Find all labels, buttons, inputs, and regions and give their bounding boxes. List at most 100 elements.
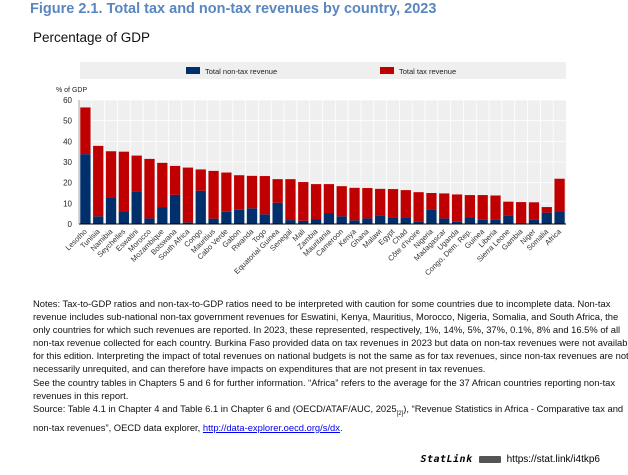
bar-tax bbox=[451, 194, 463, 222]
y-tick-label: 10 bbox=[63, 199, 72, 208]
legend-label: Total non-tax revenue bbox=[205, 67, 277, 76]
note-line: for this edition. Interpreting the impac… bbox=[33, 350, 628, 362]
bar-tax bbox=[182, 167, 194, 223]
bar-non-tax bbox=[323, 213, 335, 224]
bar-non-tax bbox=[451, 221, 463, 224]
y-tick-label: 50 bbox=[63, 117, 72, 126]
bar-tax bbox=[426, 193, 437, 210]
y-tick-label: 0 bbox=[68, 220, 73, 229]
bar-non-tax bbox=[464, 218, 476, 224]
note-line: revenue includes sub-national non-tax go… bbox=[33, 311, 619, 323]
bar-non-tax bbox=[413, 221, 424, 224]
bar-non-tax bbox=[285, 220, 296, 224]
bar-non-tax bbox=[375, 215, 386, 224]
bar-tax bbox=[439, 193, 450, 219]
bar-tax bbox=[118, 151, 129, 213]
bar-non-tax bbox=[541, 212, 552, 224]
bar-tax bbox=[528, 202, 540, 220]
bar-non-tax bbox=[298, 220, 309, 224]
bar-non-tax bbox=[349, 220, 360, 224]
note-line: only countries for which such revenues a… bbox=[33, 324, 621, 336]
note-line: necessarily unrequited, and can therefor… bbox=[33, 363, 486, 375]
source-ref[interactable]: [2] bbox=[396, 410, 404, 417]
bar-non-tax bbox=[336, 216, 347, 224]
bar-non-tax bbox=[310, 219, 322, 224]
figure-title: Figure 2.1. Total tax and non-tax revenu… bbox=[30, 1, 437, 17]
statlink-logo-icon bbox=[478, 456, 501, 463]
legend-label: Total tax revenue bbox=[399, 67, 456, 76]
statlink-url[interactable]: https://stat.link/i4tkp6 bbox=[506, 454, 600, 465]
bar-tax bbox=[503, 201, 514, 216]
y-tick-label: 20 bbox=[63, 179, 72, 188]
bar-non-tax bbox=[93, 216, 104, 224]
bar-tax bbox=[131, 155, 142, 192]
source-text: . bbox=[339, 421, 343, 433]
bar-non-tax bbox=[426, 209, 437, 224]
figure-subtitle: Percentage of GDP bbox=[33, 30, 151, 45]
bar-tax bbox=[375, 188, 386, 216]
statlink[interactable]: StatLink https://stat.link/i4tkp6 bbox=[420, 454, 600, 465]
bar-tax bbox=[490, 195, 501, 220]
bar-tax bbox=[516, 202, 527, 223]
bar-tax bbox=[93, 145, 104, 217]
y-axis-label: % of GDP bbox=[56, 87, 87, 94]
bar-non-tax bbox=[118, 212, 129, 224]
source-line: Source: Table 4.1 in Chapter 4 and Table… bbox=[33, 402, 623, 421]
bar-non-tax bbox=[259, 214, 270, 224]
bar-non-tax bbox=[387, 217, 399, 224]
legend-swatch bbox=[186, 67, 200, 74]
source-text: ), “Revenue Statistics in Africa - Compa… bbox=[403, 402, 624, 414]
bar-tax bbox=[541, 207, 552, 213]
bar-non-tax bbox=[105, 197, 117, 224]
source-text: Source: Table 4.1 in Chapter 4 and Table… bbox=[33, 402, 397, 414]
bar-tax bbox=[323, 184, 335, 214]
bar-non-tax bbox=[144, 218, 155, 224]
bar-non-tax bbox=[400, 217, 411, 224]
bar-non-tax bbox=[195, 190, 206, 224]
y-tick-label: 30 bbox=[63, 158, 72, 167]
bar-non-tax bbox=[516, 222, 527, 224]
bar-non-tax bbox=[234, 209, 245, 224]
bar-tax bbox=[208, 170, 219, 219]
bar-tax bbox=[169, 165, 181, 195]
bar-non-tax bbox=[221, 211, 232, 224]
bar-tax bbox=[221, 172, 232, 212]
y-tick-label: 40 bbox=[63, 137, 72, 146]
bar-non-tax bbox=[157, 207, 168, 224]
bar-non-tax bbox=[182, 222, 194, 224]
bar-tax bbox=[285, 179, 296, 221]
bar-non-tax bbox=[439, 218, 450, 224]
source-line: non-tax revenues”, OECD data explorer, h… bbox=[33, 421, 603, 434]
bar-tax bbox=[246, 175, 258, 209]
bar-tax bbox=[400, 190, 411, 218]
source-text: non-tax revenues”, OECD data explorer, bbox=[33, 421, 203, 433]
note-line: See the country tables in Chapters 5 and… bbox=[33, 376, 616, 388]
bar-tax bbox=[195, 169, 206, 191]
bar-non-tax bbox=[490, 219, 501, 224]
bar-tax bbox=[157, 162, 168, 208]
bar-tax bbox=[234, 175, 245, 210]
bar-non-tax bbox=[477, 219, 488, 224]
bar-non-tax bbox=[246, 208, 258, 224]
bar-non-tax bbox=[169, 194, 181, 224]
source-link[interactable]: http://data-explorer.oecd.org/s/dx bbox=[202, 421, 340, 433]
note-line: Notes: Tax-to-GDP ratios and non-tax-to-… bbox=[33, 298, 611, 309]
note-line: non-tax revenue collected for each count… bbox=[33, 337, 628, 349]
statlink-brand: StatLink bbox=[420, 454, 473, 465]
bar-non-tax bbox=[272, 202, 283, 224]
bar-tax bbox=[272, 179, 283, 203]
bar-tax bbox=[554, 178, 565, 213]
bar-tax bbox=[80, 107, 91, 155]
stacked-bar-chart: Total non-tax revenue Total tax revenue 0 1… bbox=[56, 62, 566, 277]
bar-tax bbox=[413, 192, 424, 222]
bar-tax bbox=[477, 195, 488, 220]
bar-tax bbox=[387, 189, 399, 218]
bar-tax bbox=[259, 176, 270, 215]
bar-tax bbox=[144, 158, 155, 219]
bar-non-tax bbox=[554, 212, 565, 224]
bar-non-tax bbox=[503, 215, 514, 224]
bar-tax bbox=[298, 182, 309, 221]
bar-non-tax bbox=[131, 191, 142, 224]
note-line: revenues in this report. bbox=[33, 389, 129, 401]
bar-tax bbox=[464, 195, 476, 219]
